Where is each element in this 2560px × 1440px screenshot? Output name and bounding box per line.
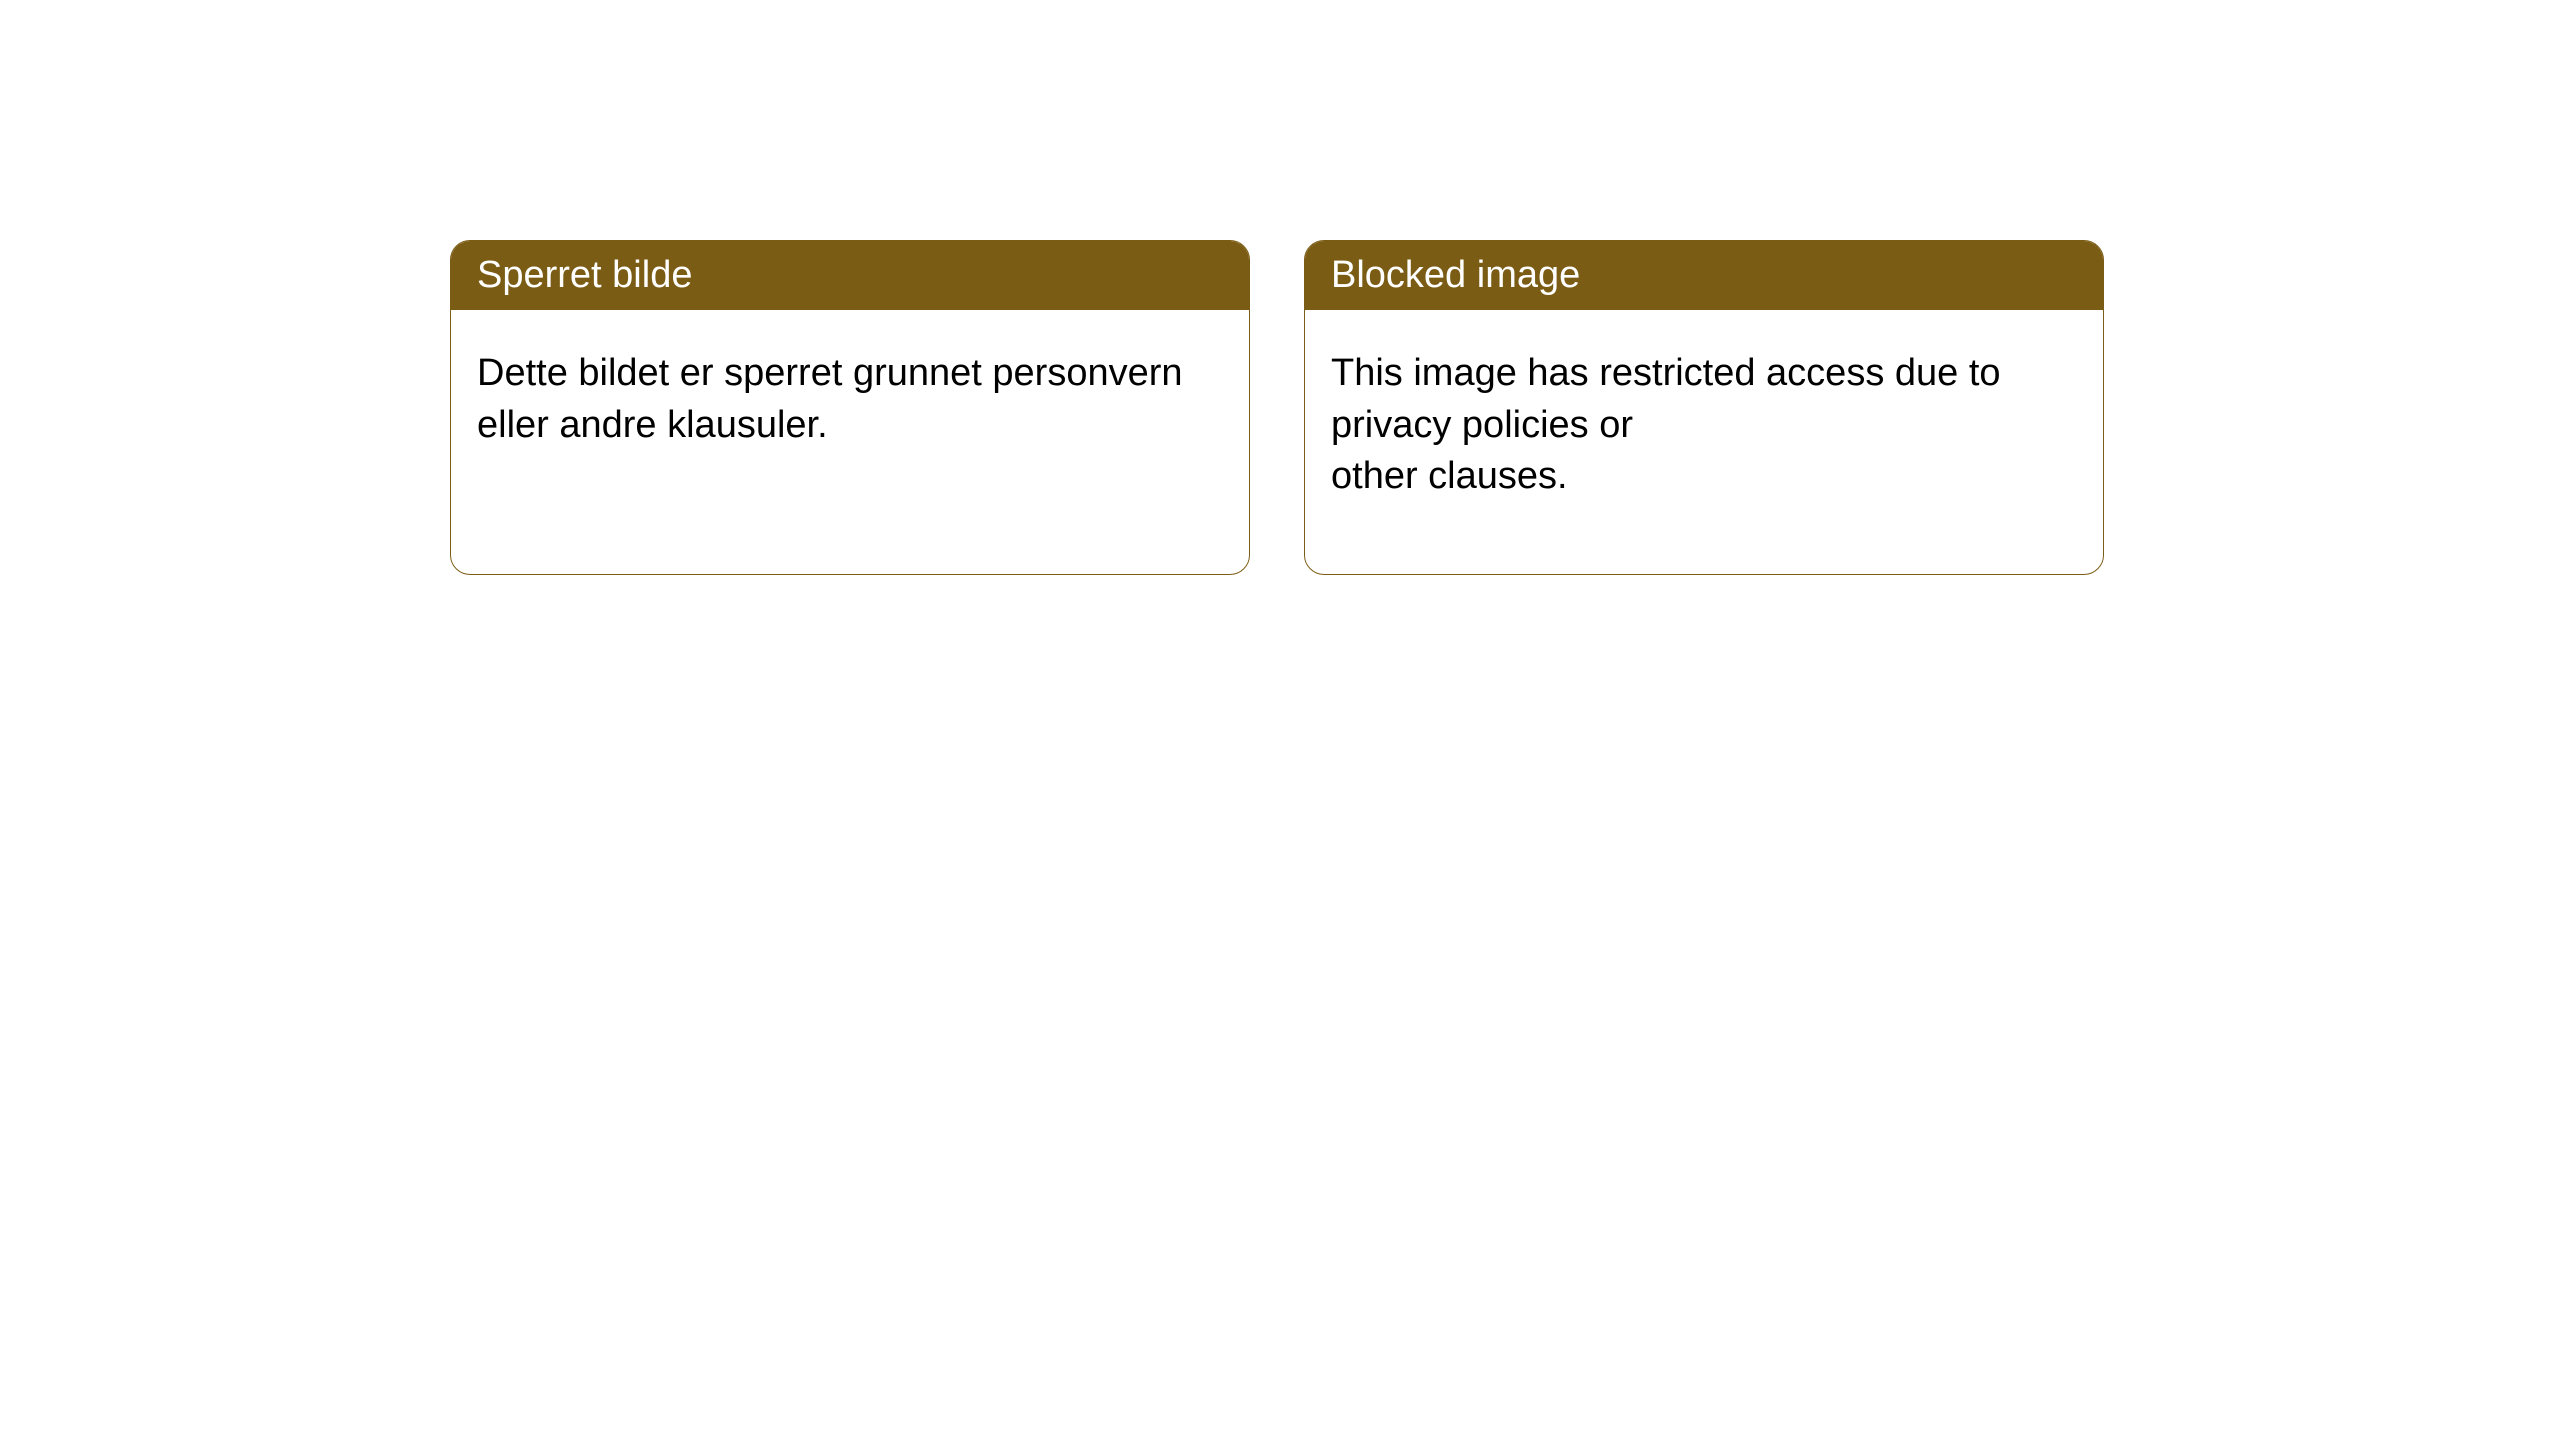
notice-card-english: Blocked image This image has restricted … bbox=[1304, 240, 2104, 575]
notice-card-norwegian: Sperret bilde Dette bildet er sperret gr… bbox=[450, 240, 1250, 575]
notice-title-norwegian: Sperret bilde bbox=[451, 241, 1249, 310]
notice-container: Sperret bilde Dette bildet er sperret gr… bbox=[450, 240, 2104, 575]
notice-body-english: This image has restricted access due to … bbox=[1305, 310, 2103, 540]
notice-title-english: Blocked image bbox=[1305, 241, 2103, 310]
notice-body-norwegian: Dette bildet er sperret grunnet personve… bbox=[451, 310, 1249, 489]
